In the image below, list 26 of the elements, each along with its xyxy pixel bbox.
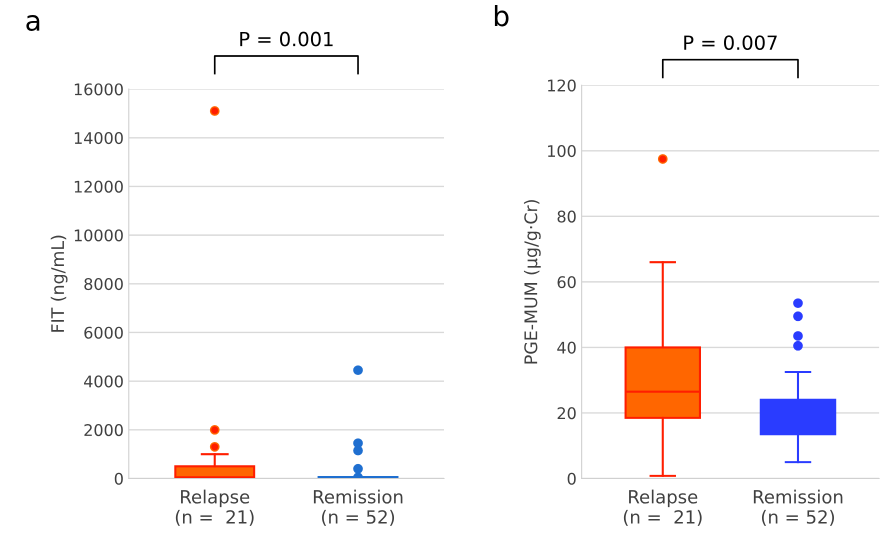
y-tick-label: 20 (558, 407, 576, 420)
y-axis-title: PGE-MUM (μg/g·Cr) (524, 200, 541, 364)
x-tick-label: Remission (n = 52) (754, 490, 842, 526)
y-tick-label: 100 (548, 145, 576, 158)
y-tick-label: 0 (114, 472, 123, 485)
y-tick-label: 0 (568, 472, 576, 485)
y-tick-label: 12000 (74, 180, 123, 193)
text: P = 0.007 (684, 35, 777, 50)
y-tick-label: 16000 (74, 83, 123, 96)
y-axis-title: FIT (ng/mL) (50, 236, 68, 332)
y-tick-label: 60 (558, 276, 576, 288)
y-tick-label: 40 (557, 342, 576, 354)
y-tick-label: 14000 (74, 132, 123, 144)
y-tick-label: 4000 (84, 375, 123, 388)
y-tick-label: 120 (548, 79, 576, 92)
y-tick-label: 2000 (84, 424, 123, 436)
text: b (494, 4, 509, 26)
text: P = 0.001 (240, 32, 333, 46)
x-tick-label: Remission (n = 52) (314, 490, 402, 526)
y-tick-label: 80 (558, 210, 576, 223)
y-tick-label: 8000 (84, 278, 123, 290)
x-tick-label: Relapse (n = 21) (176, 490, 254, 526)
y-tick-label: 10000 (74, 229, 123, 242)
y-tick-label: 6000 (84, 326, 123, 339)
text: a (26, 15, 40, 31)
x-tick-label: Relapse (n = 21) (624, 490, 702, 526)
